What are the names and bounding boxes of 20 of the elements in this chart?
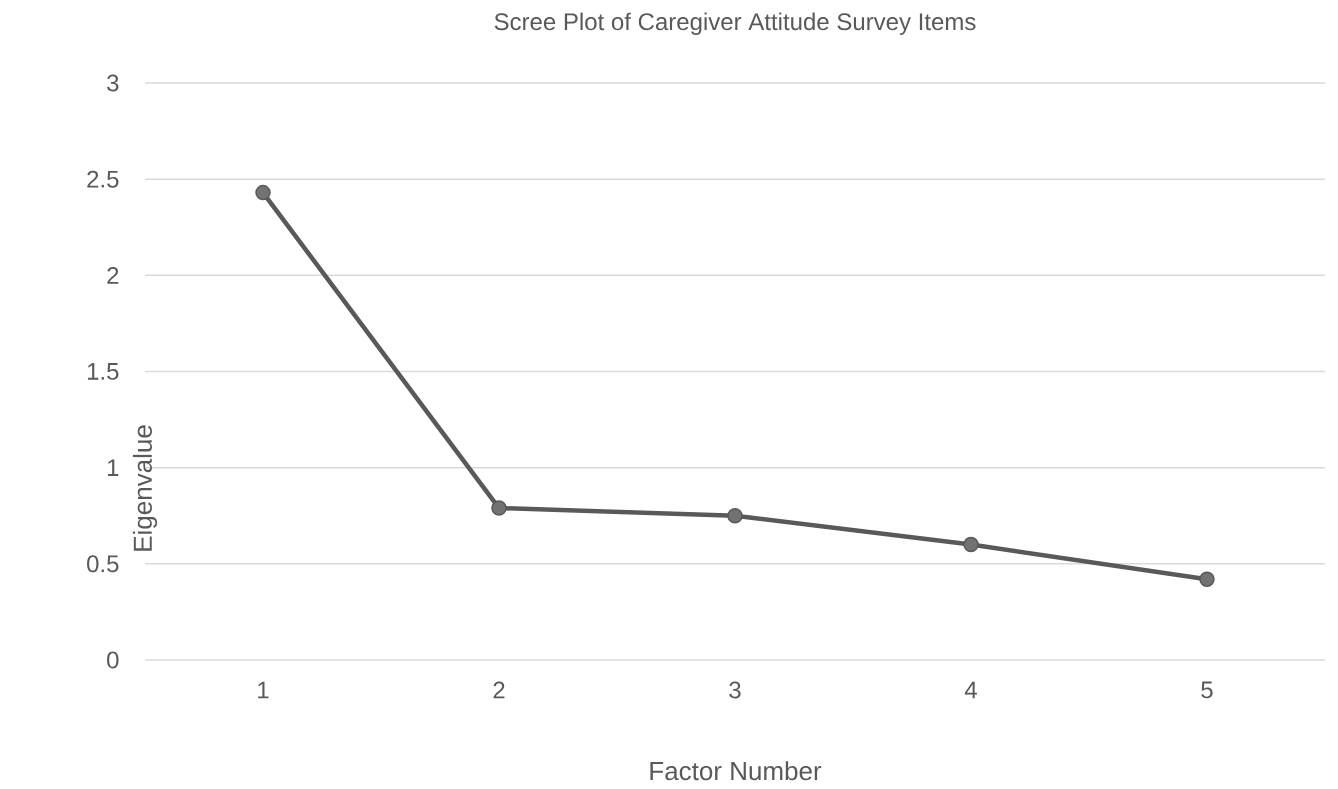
y-tick-label: 0 [107, 651, 119, 669]
x-tick-label: 4 [964, 681, 977, 699]
chart-title: Scree Plot of Caregiver Attitude Survey Items [494, 12, 976, 35]
point [1199, 571, 1215, 587]
x-axis-title: Factor Number [650, 761, 822, 781]
x-tick-label: 1 [258, 681, 269, 699]
y-tick-label: 2.5 [87, 170, 119, 188]
y-tick-label: 1 [107, 459, 119, 476]
x-tick-label: 5 [1201, 681, 1213, 699]
point [491, 500, 507, 516]
y-axis-title: Eigenvalue [132, 425, 158, 551]
y-tick-label: 1.5 [87, 363, 119, 380]
y-tick-label: 0.5 [87, 555, 119, 573]
y-tick-label: 2 [107, 266, 119, 284]
y-tick-label: 3 [107, 74, 119, 92]
x-tick-label: 2 [493, 681, 505, 699]
point [727, 507, 743, 524]
point [255, 184, 271, 201]
point [963, 536, 979, 553]
x-tick-label: 3 [729, 681, 741, 699]
